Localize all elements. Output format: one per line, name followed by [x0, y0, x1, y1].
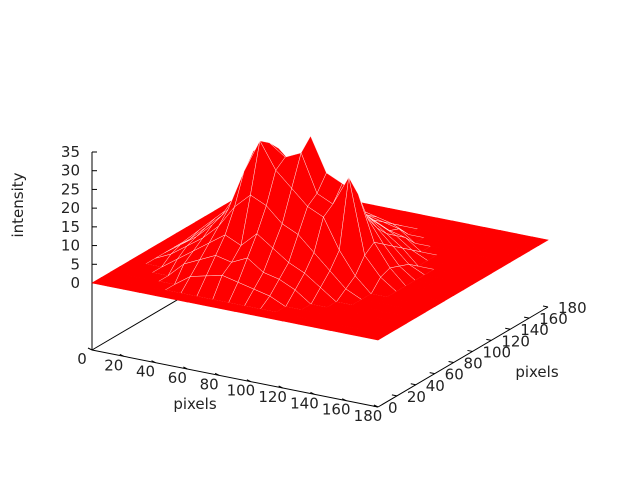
tick-labels: 0 20 40 60 80 100 120 140 160 180 0204060801001201… — [61, 143, 587, 425]
x-tick — [310, 391, 315, 395]
y-tick-label: 20 — [407, 388, 426, 406]
z-tick-label: 15 — [61, 218, 80, 236]
x-tick-label: 180 — [354, 407, 383, 425]
x-tick-label: 100 — [227, 382, 256, 400]
y-tick-label: 100 — [482, 343, 511, 361]
y-tick — [524, 316, 530, 319]
x-tick — [341, 398, 347, 402]
y-tick-label: 140 — [520, 321, 549, 339]
x-tick-label: 0 — [77, 350, 87, 368]
x-tick-label: 140 — [290, 394, 319, 412]
x-tick — [119, 353, 125, 357]
x-axis-label: pixels — [173, 395, 217, 413]
y-tick-label: 120 — [501, 332, 530, 350]
y-tick-label: 80 — [464, 355, 483, 373]
x-tick — [278, 385, 283, 389]
y-tick — [410, 383, 416, 386]
z-tick-label: 35 — [61, 143, 80, 161]
y-tick-label: 160 — [539, 310, 568, 328]
x-tick — [246, 379, 252, 383]
y-axis-line — [377, 306, 549, 408]
x-axis-line — [91, 349, 379, 408]
z-tick-label: 5 — [70, 255, 80, 273]
y-tick-label: 180 — [558, 299, 587, 317]
z-axis-label: intensity — [9, 172, 27, 237]
z-tick-label: 20 — [61, 199, 80, 217]
y-tick — [505, 327, 511, 330]
z-tick-label: 30 — [61, 162, 80, 180]
x-tick-label: 120 — [258, 388, 287, 406]
x-tick-label: 40 — [136, 363, 155, 381]
y-tick — [467, 349, 473, 352]
x-tick — [214, 372, 220, 376]
z-tick-label: 25 — [61, 180, 80, 198]
y-tick-label: 40 — [426, 377, 445, 395]
y-axis-label: pixels — [515, 363, 559, 381]
y-tick — [486, 338, 492, 341]
z-tick-label: 0 — [70, 274, 80, 292]
x-tick-label: 160 — [322, 401, 351, 419]
surface-cell — [361, 330, 389, 341]
surface — [91, 135, 549, 341]
x-tick-label: 80 — [200, 375, 219, 393]
x-tick — [183, 366, 188, 370]
y-tick — [448, 361, 454, 364]
y-tick-label: 0 — [388, 399, 398, 417]
y-tick — [429, 372, 435, 375]
y-tick — [542, 305, 549, 308]
z-tick-label: 10 — [61, 237, 80, 255]
y-tick — [372, 405, 379, 408]
x-tick-label: 60 — [168, 369, 187, 387]
x-tick — [87, 347, 93, 351]
y-tick-label: 60 — [445, 366, 464, 384]
x-tick-label: 20 — [104, 356, 123, 374]
x-tick — [151, 360, 156, 364]
y-tick — [391, 394, 397, 397]
